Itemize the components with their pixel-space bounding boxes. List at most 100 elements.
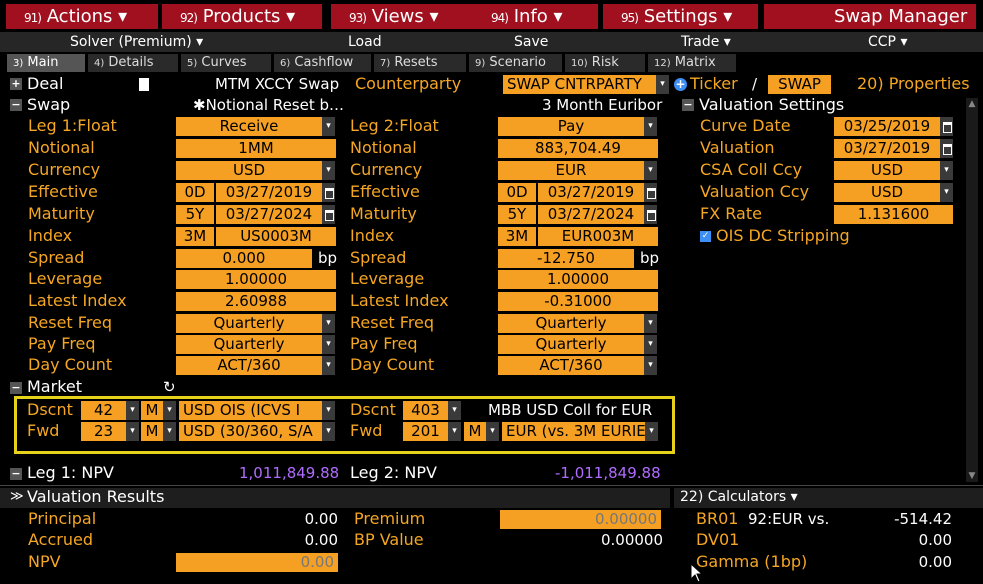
curve-date-field[interactable]: 03/25/2019 — [834, 117, 940, 136]
chevron-down-icon[interactable]: ▾ — [448, 422, 461, 441]
ccp-dropdown[interactable]: CCP ▾ — [868, 34, 908, 50]
valuation-settings-collapse-icon[interactable]: − — [682, 98, 694, 111]
leg2-fwd-m[interactable]: M — [464, 422, 486, 441]
chevron-down-icon[interactable]: ▾ — [163, 422, 176, 441]
leg2-reset-freq[interactable]: Quarterly — [498, 314, 644, 333]
chevron-down-icon[interactable]: ▾ — [322, 314, 335, 333]
leg2-pay-freq[interactable]: Quarterly — [498, 335, 644, 354]
leg1-leverage[interactable]: 1.00000 — [176, 270, 336, 289]
refresh-icon[interactable]: ↻ — [163, 378, 176, 396]
chevron-down-icon[interactable]: ▾ — [644, 356, 657, 375]
tab-matrix[interactable]: 12) Matrix — [648, 54, 736, 72]
leg1-maturity-date[interactable]: 03/27/2024 — [216, 205, 322, 224]
info-menu[interactable]: 94) Info ▾ — [473, 4, 598, 29]
scrollbar[interactable] — [966, 98, 978, 482]
actions-menu[interactable]: 91) Actions ▾ — [6, 4, 158, 29]
leg1-index-tenor[interactable]: 3M — [176, 227, 214, 246]
leg2-effective-date[interactable]: 03/27/2019 — [538, 183, 644, 202]
leg1-dscnt-curve[interactable]: USD OIS (ICVS I — [179, 401, 322, 420]
chevron-down-icon[interactable]: ▾ — [322, 335, 335, 354]
calendar-icon[interactable] — [644, 205, 657, 224]
chevron-down-icon[interactable]: ▾ — [322, 356, 335, 375]
views-menu[interactable]: 93) Views ▾ — [331, 4, 479, 29]
leg1-fwd-m[interactable]: M — [141, 422, 163, 441]
npv-expand-icon[interactable]: − — [10, 467, 22, 480]
leg1-effective-tenor[interactable]: 0D — [176, 183, 214, 202]
leg1-dscnt-m[interactable]: M — [141, 401, 163, 420]
trade-dropdown[interactable]: Trade ▾ — [681, 34, 731, 50]
leg2-leverage[interactable]: 1.00000 — [498, 270, 658, 289]
chevron-down-icon[interactable]: ▾ — [940, 161, 953, 180]
chevron-down-icon[interactable]: ▾ — [644, 117, 657, 136]
properties-button[interactable]: 20) Properties — [857, 74, 970, 93]
leg1-notional[interactable]: 1MM — [176, 139, 336, 158]
leg1-dscnt-curve-number[interactable]: 42 — [81, 401, 126, 420]
leg2-index-tenor[interactable]: 3M — [498, 227, 536, 246]
document-icon[interactable] — [139, 78, 149, 91]
leg1-fwd-curve[interactable]: USD (30/360, S/A — [179, 422, 322, 441]
products-menu[interactable]: 92) Products ▾ — [162, 4, 322, 29]
chevron-down-icon[interactable]: ▾ — [126, 401, 139, 420]
chevron-down-icon[interactable]: ▾ — [322, 161, 335, 180]
chevron-down-icon[interactable]: ▾ — [645, 422, 658, 441]
scroll-down-icon[interactable]: ▼ — [968, 471, 976, 481]
leg2-maturity-tenor[interactable]: 5Y — [498, 205, 536, 224]
leg1-maturity-tenor[interactable]: 5Y — [176, 205, 214, 224]
premium-field[interactable]: 0.00000 — [500, 510, 661, 529]
valuation-ccy-field[interactable]: USD — [834, 183, 940, 202]
chevron-down-icon[interactable]: ▾ — [940, 183, 953, 202]
ois-checkbox[interactable]: ✓ — [700, 231, 711, 242]
settings-menu[interactable]: 95) Settings ▾ — [603, 4, 758, 29]
chevron-down-icon[interactable]: ▾ — [322, 117, 335, 136]
csa-coll-ccy-field[interactable]: USD — [834, 161, 940, 180]
tab-risk[interactable]: 10) Risk — [565, 54, 645, 72]
chevron-down-icon[interactable]: ▾ — [644, 314, 657, 333]
leg2-fwd-curve[interactable]: EUR (vs. 3M EURIE — [502, 422, 645, 441]
valuation-date-field[interactable]: 03/27/2019 — [834, 139, 940, 158]
solver-dropdown[interactable]: Solver (Premium) ▾ — [70, 34, 204, 50]
deal-expand-icon[interactable]: + — [10, 77, 22, 90]
leg1-direction[interactable]: Receive — [176, 117, 322, 136]
npv-field[interactable]: 0.00 — [176, 553, 338, 572]
leg1-effective-date[interactable]: 03/27/2019 — [216, 183, 322, 202]
counterparty-field[interactable]: SWAP CNTRPARTY — [503, 75, 656, 94]
tab-curves[interactable]: 5) Curves — [181, 54, 271, 72]
tab-cashflow[interactable]: 6) Cashflow — [274, 54, 371, 72]
leg1-index[interactable]: US0003M — [216, 227, 336, 246]
chevron-down-icon[interactable]: ▾ — [448, 401, 461, 420]
chevron-down-icon[interactable]: ▾ — [486, 422, 499, 441]
calendar-icon[interactable] — [940, 117, 953, 136]
save-button[interactable]: Save — [514, 34, 549, 50]
calculators-dropdown[interactable]: 22) Calculators ▾ — [680, 489, 798, 505]
leg2-direction[interactable]: Pay — [498, 117, 644, 136]
ticker-field[interactable]: SWAP — [768, 75, 831, 94]
fx-rate-field[interactable]: 1.131600 — [834, 205, 953, 224]
calendar-icon[interactable] — [940, 139, 953, 158]
chevron-down-icon[interactable]: ▾ — [644, 161, 657, 180]
leg2-index[interactable]: EUR003M — [538, 227, 658, 246]
tab-details[interactable]: 4) Details — [88, 54, 178, 72]
leg1-spread[interactable]: 0.000 — [176, 249, 312, 268]
leg2-dscnt-curve-number[interactable]: 403 — [403, 401, 448, 420]
leg1-currency[interactable]: USD — [176, 161, 322, 180]
chevron-down-icon[interactable]: ▾ — [656, 75, 669, 94]
tab-main[interactable]: 3) Main — [7, 54, 85, 72]
calendar-icon[interactable] — [644, 183, 657, 202]
chevron-down-icon[interactable]: ▾ — [163, 401, 176, 420]
leg2-day-count[interactable]: ACT/360 — [498, 356, 644, 375]
leg1-day-count[interactable]: ACT/360 — [176, 356, 322, 375]
calendar-icon[interactable] — [322, 183, 335, 202]
tab-resets[interactable]: 7) Resets — [374, 54, 466, 72]
leg1-reset-freq[interactable]: Quarterly — [176, 314, 322, 333]
leg1-latest-index[interactable]: 2.60988 — [176, 292, 336, 311]
calendar-icon[interactable] — [322, 205, 335, 224]
chevron-down-icon[interactable]: ▾ — [322, 401, 335, 420]
leg2-maturity-date[interactable]: 03/27/2024 — [538, 205, 644, 224]
leg1-pay-freq[interactable]: Quarterly — [176, 335, 322, 354]
market-collapse-icon[interactable]: − — [10, 381, 22, 394]
scroll-up-icon[interactable]: ▲ — [968, 99, 976, 109]
chevron-down-icon[interactable]: ▾ — [126, 422, 139, 441]
leg2-effective-tenor[interactable]: 0D — [498, 183, 536, 202]
tab-scenario[interactable]: 9) Scenario — [469, 54, 562, 72]
leg2-latest-index[interactable]: -0.31000 — [498, 292, 658, 311]
